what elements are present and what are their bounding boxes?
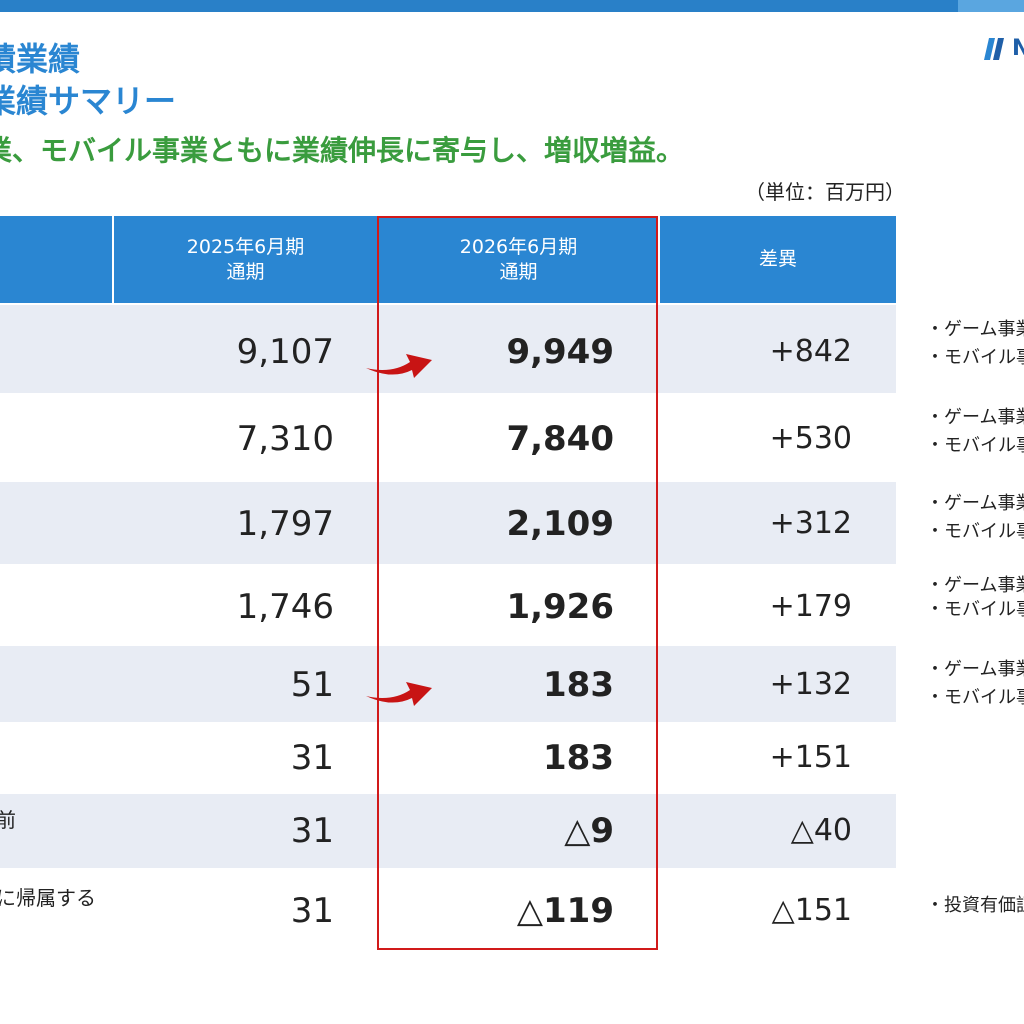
row-note: ・ゲーム事業 ・モバイル事業 [926, 574, 1024, 622]
table-header [0, 216, 896, 303]
note-line: ・モバイル事業 [926, 599, 1024, 620]
row-note: ・ゲーム事業 ・モバイル事業 [926, 316, 1024, 372]
col-header-fy2026-line2: 通期 [499, 261, 538, 283]
cell-diff: +179 [769, 589, 852, 624]
col-header-fy2025-line2: 通期 [226, 261, 265, 283]
table-row: 1,746 1,926 +179 [0, 564, 896, 646]
table-row: 7,310 7,840 +530 [0, 393, 896, 482]
cell-diff: +842 [769, 334, 852, 369]
cell-diff: +530 [769, 421, 852, 456]
col-header-fy2025-label: 2025年6月期 通期 [114, 235, 377, 285]
cell-prev: 7,310 [236, 419, 334, 459]
row-note: ・ゲーム事業 ・モバイル事業 [926, 656, 1024, 712]
table-row: に帰属する 31 △119 △151 [0, 868, 896, 950]
unit-label: （単位：百万円） [745, 180, 905, 204]
cell-diff: △40 [790, 813, 852, 848]
page-title-line2: 業績サマリー [0, 82, 177, 120]
col-header-diff: 差異 [660, 216, 896, 303]
curved-red-arrow-icon [366, 354, 432, 378]
note-line: ・ゲーム事業 [926, 493, 1024, 514]
table-row: 1,797 2,109 +312 [0, 482, 896, 564]
page-subtitle: 業、モバイル事業ともに業績伸長に寄与し、増収増益。 [0, 134, 685, 167]
header-divider [112, 216, 114, 303]
row-label: 前 [0, 808, 16, 832]
row-note: ・投資有価証 [926, 892, 1024, 920]
cell-curr: 7,840 [506, 419, 614, 459]
note-line: ・モバイル事業 [926, 687, 1024, 708]
table-row: 9,107 9,949 +842 [0, 305, 896, 393]
col-header-fy2026-line1: 2026年6月期 [459, 236, 578, 258]
table-row: 前 31 △9 △40 [0, 794, 896, 868]
company-logo-icon [984, 37, 1004, 60]
cell-prev: 31 [290, 891, 334, 931]
note-line: ・モバイル事業 [926, 435, 1024, 456]
cell-curr: △9 [564, 811, 614, 851]
cell-diff: +151 [769, 740, 852, 775]
cell-prev: 31 [290, 811, 334, 851]
header-divider [658, 216, 660, 303]
note-line: ・ゲーム事業 [926, 407, 1024, 428]
note-line: ・投資有価証 [926, 895, 1024, 916]
cell-prev: 31 [290, 738, 334, 778]
cell-diff: △151 [771, 893, 852, 928]
col-header-fy2026: 2026年6月期 通期 [379, 216, 658, 303]
page-title-line1: 績業績 [0, 40, 81, 78]
note-line: ・ゲーム事業 [926, 575, 1024, 596]
company-logo: N [984, 36, 1024, 61]
cell-curr: △119 [516, 891, 614, 931]
top-accent-bar-end [958, 0, 1024, 12]
col-header-fy2025: 2025年6月期 通期 [114, 216, 377, 303]
note-line: ・ゲーム事業 [926, 659, 1024, 680]
cell-curr: 1,926 [506, 587, 614, 627]
cell-diff: +132 [769, 667, 852, 702]
cell-curr: 183 [543, 665, 614, 705]
table-row: 31 183 +151 [0, 722, 896, 794]
cell-prev: 1,746 [236, 587, 334, 627]
cell-curr: 183 [543, 738, 614, 778]
row-note: ・ゲーム事業 ・モバイル事業 [926, 404, 1024, 460]
row-note: ・ゲーム事業 ・モバイル事業 [926, 490, 1024, 546]
cell-prev: 51 [290, 665, 334, 705]
top-accent-bar [0, 0, 958, 12]
cell-diff: +312 [769, 506, 852, 541]
curved-red-arrow-icon [366, 682, 432, 706]
cell-prev: 1,797 [236, 504, 334, 544]
note-line: ・モバイル事業 [926, 521, 1024, 542]
row-label: に帰属する [0, 886, 96, 910]
col-header-fy2025-line1: 2025年6月期 [186, 236, 305, 258]
note-line: ・ゲーム事業 [926, 319, 1024, 340]
col-header-fy2026-label: 2026年6月期 通期 [379, 235, 658, 285]
table-row: 51 183 +132 [0, 646, 896, 722]
cell-curr: 2,109 [506, 504, 614, 544]
logo-text: N [1012, 36, 1024, 61]
cell-prev: 9,107 [236, 332, 334, 372]
cell-curr: 9,949 [506, 332, 614, 372]
col-header-diff-label: 差異 [758, 248, 797, 270]
note-line: ・モバイル事業 [926, 347, 1024, 368]
highlight-box [377, 216, 658, 950]
